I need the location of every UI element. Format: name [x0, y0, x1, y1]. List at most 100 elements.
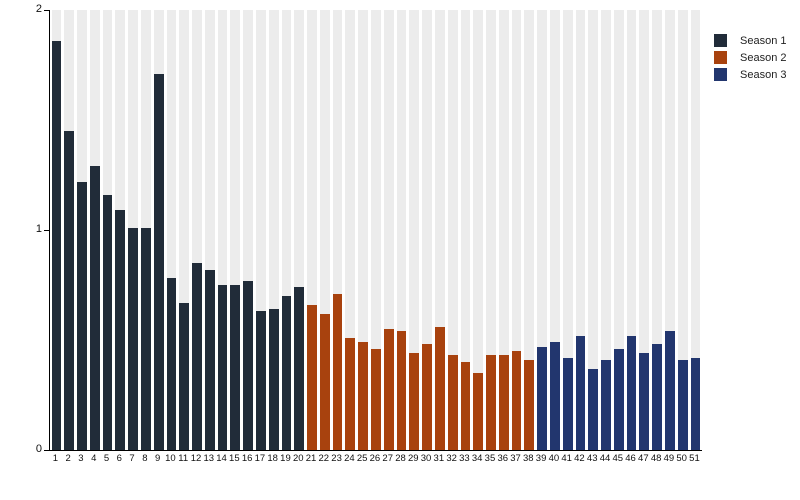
bar	[652, 344, 662, 450]
x-axis-tick-label: 19	[280, 453, 291, 464]
x-axis-tick-label: 32	[446, 453, 457, 464]
bar	[332, 293, 343, 450]
plot-column	[89, 10, 100, 450]
x-axis-tick-label: 17	[254, 453, 266, 464]
y-axis-label-2: 2	[35, 3, 42, 15]
plot-column	[230, 10, 241, 450]
plot-column	[294, 10, 305, 450]
x-axis-tick-label: 11	[178, 453, 189, 464]
plot-column	[549, 10, 560, 450]
plot-column	[524, 10, 535, 450]
x-axis-tick-label: 34	[471, 453, 483, 464]
plot-column	[358, 10, 369, 450]
x-axis-tick-label: 21	[305, 453, 317, 464]
bar	[486, 355, 496, 450]
plot-column	[345, 10, 356, 450]
plot-column	[409, 10, 420, 450]
bar	[422, 344, 432, 450]
plot-column	[51, 10, 62, 450]
bar	[626, 335, 637, 450]
x-axis-labels: 1 2 3 4 5 6 7 8 9 10 11 12 13 14 15 16 17 18 19 20 21 22 23 24 2…	[49, 453, 701, 465]
bar	[524, 359, 535, 450]
bar	[383, 329, 394, 450]
bar	[601, 359, 611, 450]
plot-column	[652, 10, 662, 450]
x-axis-tick-label: 10	[165, 453, 176, 464]
bar	[665, 331, 675, 450]
bar	[153, 73, 164, 450]
plot-column	[268, 10, 279, 450]
plot-column	[77, 10, 87, 450]
plot-column	[639, 10, 650, 450]
plot-column	[396, 10, 407, 450]
bar	[498, 355, 509, 450]
plot-column	[153, 10, 164, 450]
x-axis-tick-label: 35	[484, 453, 496, 464]
plot-column	[626, 10, 637, 450]
x-axis-tick-label: 45	[612, 453, 624, 464]
plot-column	[256, 10, 266, 450]
bar	[690, 357, 701, 450]
plot-column	[204, 10, 215, 450]
plot-column	[575, 10, 586, 450]
x-axis-tick-label: 4	[91, 453, 97, 464]
x-axis-tick-label: 9	[154, 453, 161, 464]
bar	[268, 309, 279, 450]
x-axis-tick-label: 25	[356, 453, 368, 464]
x-axis-tick-label: 20	[292, 453, 304, 464]
x-axis-tick-label: 18	[267, 453, 278, 464]
plot-column	[319, 10, 330, 450]
bar	[588, 368, 599, 450]
plot-column	[434, 10, 445, 450]
x-axis-tick-label: 33	[459, 453, 470, 464]
x-axis-tick-label: 31	[433, 453, 445, 464]
plot-column	[613, 10, 624, 450]
bar	[89, 166, 100, 450]
x-axis-tick-label: 41	[561, 453, 572, 464]
plot-column	[64, 10, 75, 450]
x-axis-tick-label: 42	[574, 453, 585, 464]
y-axis-label-1: 1	[35, 223, 42, 235]
x-axis-tick-label: 6	[116, 453, 122, 464]
x-axis-tick-label: 13	[203, 453, 215, 464]
bar	[371, 348, 381, 450]
plot-area	[49, 10, 702, 451]
bar	[102, 194, 113, 450]
bar	[230, 285, 241, 450]
x-axis-tick-label: 15	[229, 453, 240, 464]
x-axis-tick-label: 37	[510, 453, 521, 464]
bar	[639, 353, 650, 450]
plot-column	[486, 10, 496, 450]
legend-label: Season 3	[740, 68, 787, 81]
legend: Season 1 Season 2 Season 3	[714, 32, 786, 83]
bar	[613, 348, 624, 450]
plot-column	[371, 10, 381, 450]
y-tick-mark-0	[44, 450, 49, 451]
x-axis-tick-label: 39	[535, 453, 547, 464]
plot-column	[140, 10, 151, 450]
bar	[575, 335, 586, 450]
plot-column	[562, 10, 573, 450]
x-axis-tick-label: 38	[523, 453, 534, 464]
bar	[140, 227, 151, 450]
bar	[447, 355, 458, 450]
plot-column	[243, 10, 253, 450]
plot-column	[422, 10, 432, 450]
plot-column	[332, 10, 343, 450]
bar	[256, 311, 266, 450]
y-tick-mark-1	[44, 230, 49, 231]
plot-column	[192, 10, 202, 450]
legend-label: Season 1	[740, 34, 787, 47]
legend-item-season-2: Season 2	[714, 49, 786, 66]
x-axis-tick-label: 24	[344, 453, 355, 464]
bar	[511, 351, 522, 450]
x-axis-tick-label: 46	[625, 453, 636, 464]
x-axis-tick-label: 12	[190, 453, 202, 464]
plot-column	[102, 10, 113, 450]
y-axis-label-0: 0	[35, 443, 42, 455]
plot-column	[588, 10, 599, 450]
bar	[294, 287, 305, 450]
plot-column	[383, 10, 394, 450]
plot-column	[537, 10, 547, 450]
